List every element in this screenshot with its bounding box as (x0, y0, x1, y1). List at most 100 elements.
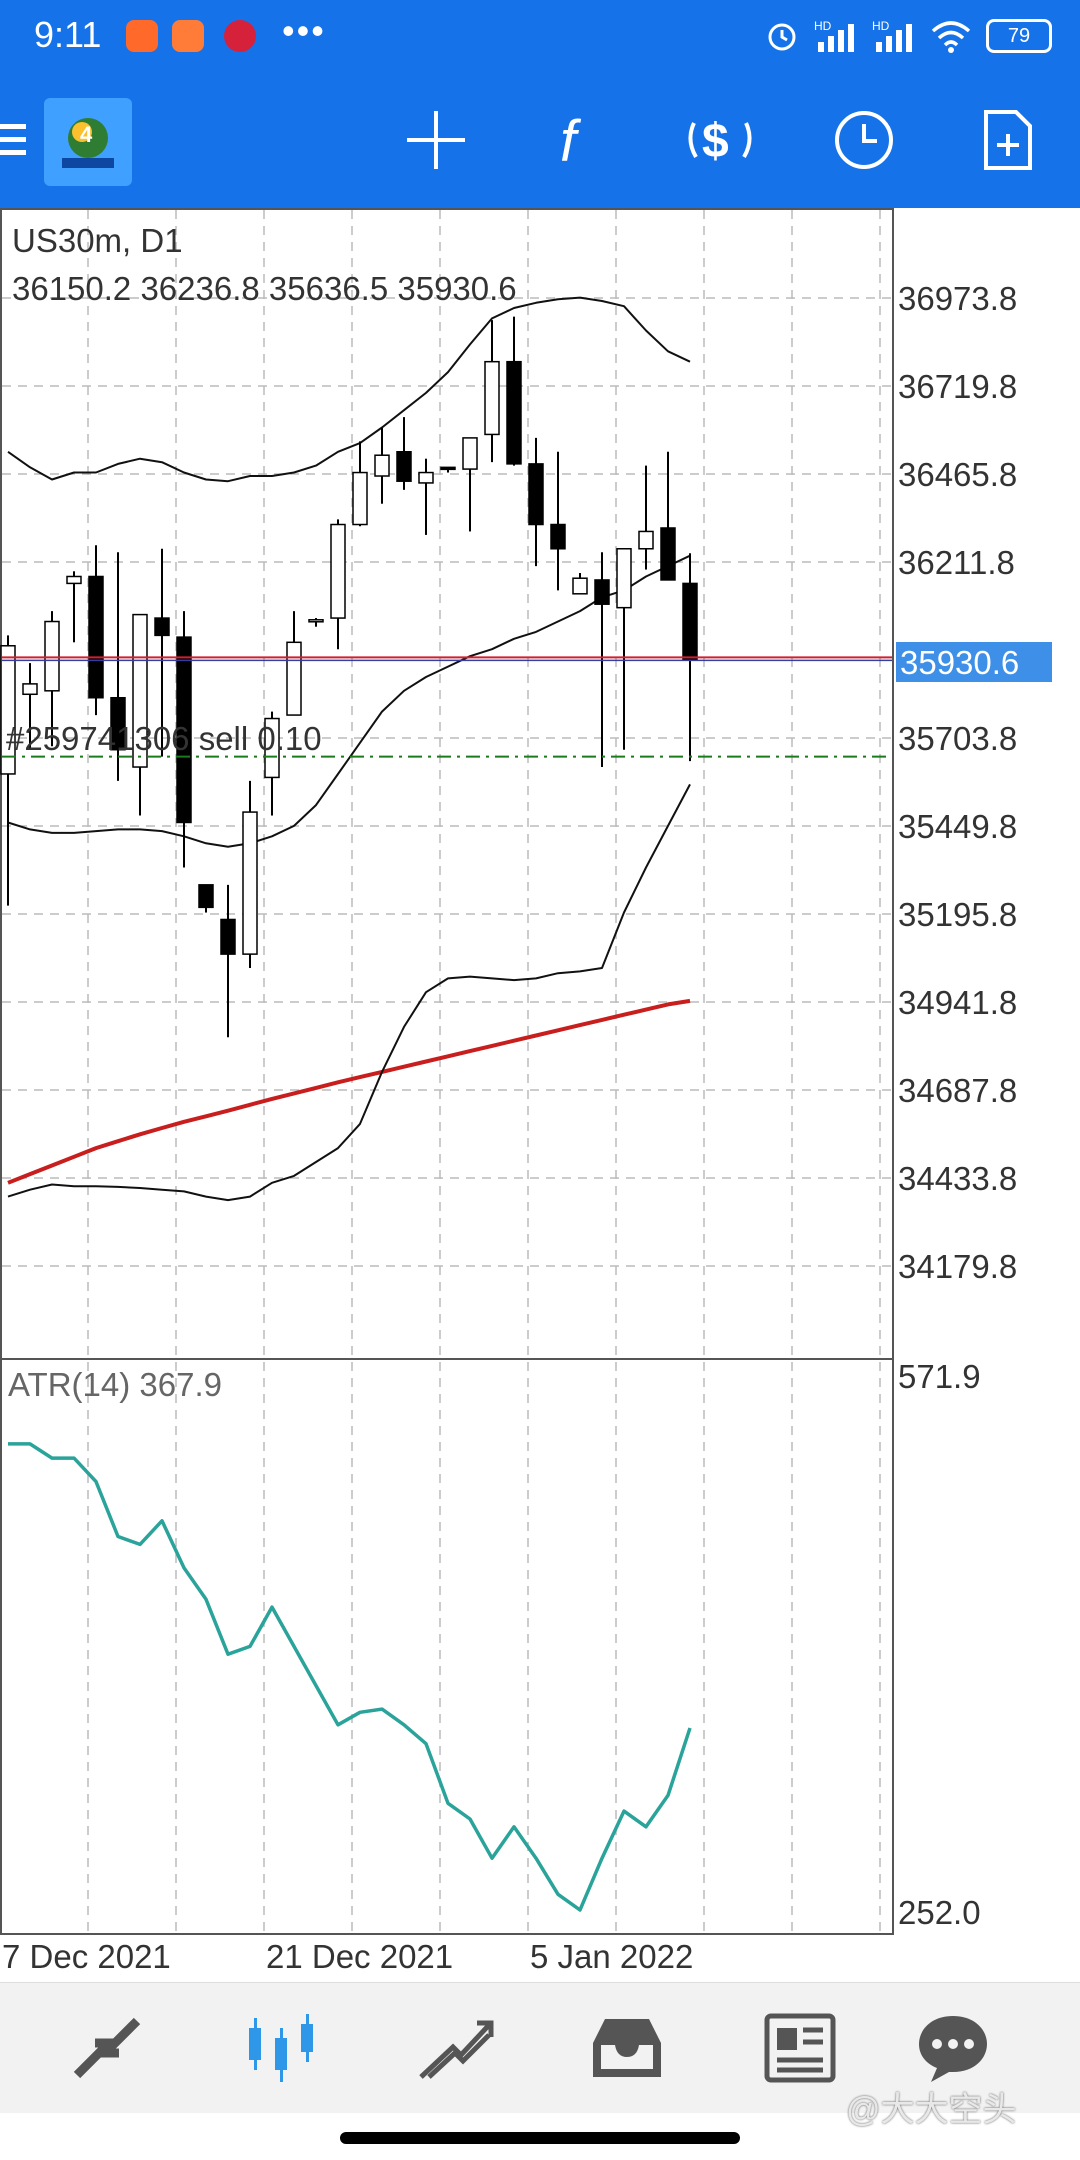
bank-app-icon (224, 20, 256, 52)
price-tick-label: 34941.8 (898, 984, 1017, 1021)
candle-bull (462, 437, 478, 470)
bollinger-middle (7, 554, 691, 848)
hamburger-icon[interactable] (0, 104, 54, 176)
svg-text:$: $ (702, 115, 729, 168)
chart-grid (2, 210, 892, 1932)
chart-symbol-label: US30m, D1 (12, 222, 183, 259)
candle-bear (528, 463, 544, 526)
price-tick-label: 34179.8 (898, 1248, 1017, 1285)
candle-bull (308, 619, 324, 623)
price-tick-label: 34433.8 (898, 1160, 1017, 1197)
alarm-icon (768, 23, 796, 51)
date-tick-label: 21 Dec 2021 (266, 1938, 453, 1975)
candle-bull (572, 577, 588, 595)
crosshair-icon[interactable] (400, 104, 472, 176)
quotes-icon[interactable] (62, 2003, 152, 2093)
candle-bull (484, 360, 500, 436)
candle-bear (88, 575, 104, 699)
atr-line (8, 1442, 692, 1912)
candle-bear (176, 636, 192, 824)
candle-bear (110, 696, 126, 751)
trade-icon[interactable] (410, 2003, 500, 2093)
candle-bear (660, 527, 676, 581)
price-tick-label: 35703.8 (898, 720, 1017, 757)
hd-label: HD (814, 19, 832, 33)
currency-icon[interactable]: $ (684, 104, 756, 176)
atr-max-label: 571.9 (898, 1358, 981, 1395)
candle-bull (0, 645, 16, 775)
price-tick-label: 36719.8 (898, 368, 1017, 405)
atr-polyline (8, 1442, 692, 1912)
history-icon[interactable] (582, 2003, 672, 2093)
price-tick-label: 35195.8 (898, 896, 1017, 933)
watermark: @大大空头 (846, 2091, 1017, 2129)
candle-bear (550, 523, 566, 550)
price-chart[interactable]: 36973.8 36719.8 36465.8 36211.8 35703.8 35449… (0, 208, 1080, 1982)
candle-bull (264, 717, 280, 779)
date-tick-label: 5 Jan 2022 (530, 1938, 693, 1975)
new-document-icon[interactable] (972, 104, 1044, 176)
price-levels (2, 656, 892, 758)
clock-icon[interactable] (828, 104, 900, 176)
bottom-navigation (0, 1982, 1080, 2113)
candle-bull (616, 548, 632, 609)
chat-icon[interactable] (908, 2003, 998, 2093)
status-bar: 9:11 ••• HD HD 79 (0, 0, 1080, 72)
main-chart-frame (0, 208, 894, 1360)
candle-bull (132, 613, 148, 768)
candle-bear (198, 884, 214, 909)
bollinger-bands (7, 296, 691, 1202)
home-indicator[interactable] (340, 2132, 740, 2144)
atr-min-label: 252.0 (898, 1894, 981, 1931)
chart-icon[interactable] (236, 2003, 326, 2093)
candle-bear (506, 360, 522, 465)
candle-bull (22, 683, 38, 696)
current-price-badge (896, 642, 1052, 682)
ma200-line (7, 998, 691, 1185)
candle-bull (330, 523, 346, 619)
order-label[interactable]: #259741306 sell 0.10 (6, 720, 322, 757)
svg-text:f: f (560, 109, 582, 171)
candle-bear (594, 579, 610, 605)
toolbar: 4 f $ (0, 72, 1080, 208)
metatrader-logo[interactable]: 4 (44, 98, 132, 186)
candle-bull (242, 811, 258, 955)
current-price-label: 35930.6 (900, 644, 1019, 681)
price-tick-label: 35449.8 (898, 808, 1017, 845)
price-tick-label: 36211.8 (898, 544, 1015, 581)
date-tick-label: 7 Dec 2021 (2, 1938, 171, 1975)
price-tick-label: 36465.8 (898, 456, 1017, 493)
mi-store-icon (172, 20, 204, 52)
chart-ohlc-label: 36150.2 36236.8 35636.5 35930.6 (12, 270, 517, 307)
hd-label-2: HD (872, 19, 890, 33)
function-icon[interactable]: f (544, 104, 616, 176)
signal-icon: HD (814, 19, 854, 52)
svg-text:4: 4 (80, 122, 93, 147)
candle-bear (396, 451, 412, 482)
candle-bear (154, 617, 170, 637)
candle-bull (66, 575, 82, 585)
status-time: 9:11 (34, 14, 102, 55)
candle-bull (638, 530, 654, 550)
price-tick-label: 34687.8 (898, 1072, 1017, 1109)
more-notifications-icon: ••• (282, 10, 326, 51)
price-tick-label: 36973.8 (898, 280, 1017, 317)
ma200-polyline (7, 998, 691, 1185)
top-bar: 9:11 ••• HD HD 79 4 f $ (0, 0, 1080, 208)
candle-bull (418, 471, 434, 484)
battery-indicator: 79 (986, 19, 1052, 53)
candle-bull (352, 471, 368, 526)
candle-bull (286, 641, 302, 716)
wifi-icon (931, 21, 971, 53)
candlesticks (0, 316, 698, 1038)
atr-label: ATR(14) 367.9 (8, 1366, 222, 1403)
candle-bear (440, 466, 456, 471)
candle-bull (374, 454, 390, 477)
price-axis: 36973.8 36719.8 36465.8 36211.8 35703.8 35449… (2, 280, 1017, 1975)
bollinger-lower (7, 783, 691, 1202)
news-icon[interactable] (756, 2003, 846, 2093)
mi-app-icon (126, 20, 158, 52)
candle-bear (220, 918, 236, 955)
candle-bear (682, 582, 698, 661)
candle-bull (44, 620, 60, 692)
